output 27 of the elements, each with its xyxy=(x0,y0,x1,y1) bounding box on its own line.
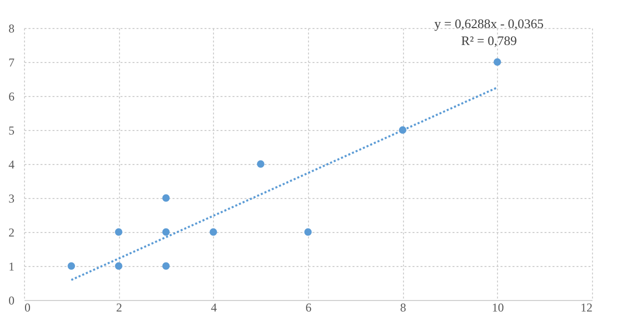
annotation: R² = 0,789 xyxy=(461,33,517,48)
point xyxy=(256,160,264,168)
point xyxy=(68,262,76,270)
point xyxy=(210,228,218,236)
point xyxy=(304,228,312,236)
x-tick-label: 6 xyxy=(306,300,312,314)
x-tick-label: 12 xyxy=(580,300,592,314)
point xyxy=(114,262,122,270)
x-tick-label: 0 xyxy=(24,300,30,314)
y-tick-label: 2 xyxy=(8,226,14,240)
point xyxy=(162,228,170,236)
y-tick-label: 8 xyxy=(8,22,14,36)
y-tick-label: 1 xyxy=(8,260,14,274)
annotation: y = 0,6288x - 0,0365 xyxy=(434,16,544,31)
x-tick-label: 8 xyxy=(400,300,406,314)
y-tick-label: 6 xyxy=(8,90,14,104)
x-tick-label: 10 xyxy=(492,300,504,314)
point xyxy=(162,194,170,202)
y-tick-label: 4 xyxy=(8,158,14,172)
y-tick-label: 7 xyxy=(8,56,14,70)
x-tick-label: 4 xyxy=(210,300,217,314)
y-tick-label: 3 xyxy=(8,192,14,206)
y-tick-label: 5 xyxy=(8,124,14,138)
point xyxy=(494,58,502,66)
point xyxy=(114,228,122,236)
point xyxy=(162,262,170,270)
x-tick-label: 2 xyxy=(116,300,122,314)
